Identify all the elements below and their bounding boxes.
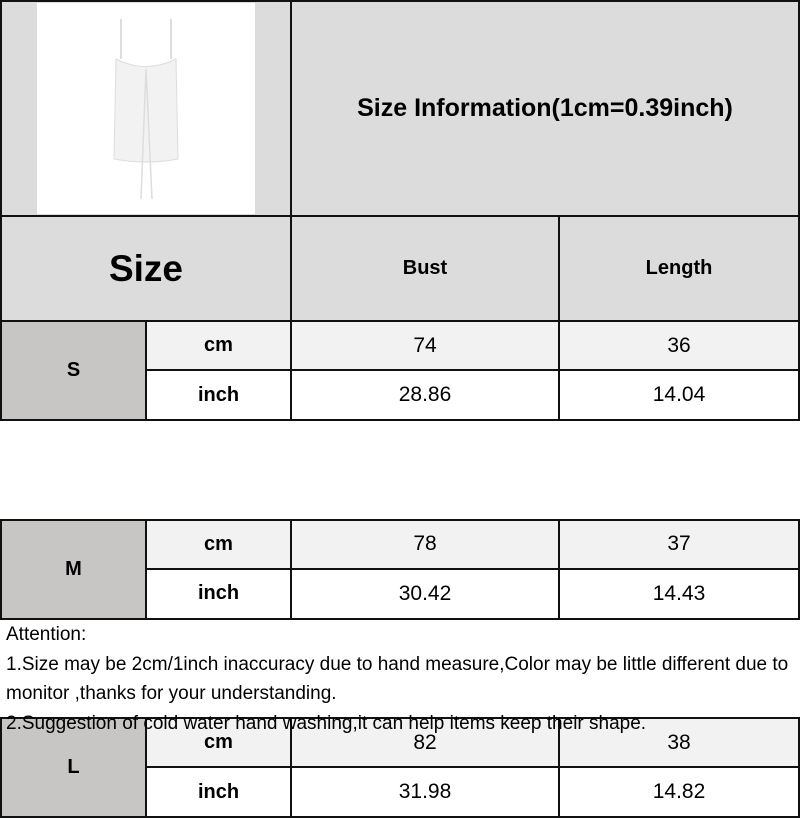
length-cm: 37 [558, 518, 800, 570]
bust-header: Bust [290, 215, 560, 322]
attention-notes: Attention: 1.Size may be 2cm/1inch inacc… [6, 620, 800, 738]
length-inch: 14.04 [558, 369, 800, 421]
note-1: 1.Size may be 2cm/1inch inaccuracy due t… [6, 653, 789, 705]
unit-inch: inch [145, 369, 292, 421]
bust-cm: 78 [290, 518, 560, 570]
size-label: S [0, 320, 147, 421]
size-header: Size [0, 215, 292, 322]
unit-cm: cm [145, 717, 292, 768]
length-cm: 36 [558, 320, 800, 371]
size-label: M [0, 518, 147, 620]
bust-inch: 30.42 [290, 567, 560, 620]
product-image [37, 3, 255, 214]
bust-inch: 31.98 [290, 766, 560, 818]
note-2: 2.Suggestion of cold water hand washing,… [6, 712, 647, 734]
product-image-cell [0, 0, 292, 217]
length-header: Length [558, 215, 800, 322]
length-inch: 14.82 [558, 766, 800, 818]
length-cm: 38 [558, 717, 800, 768]
notes-heading: Attention: [6, 624, 87, 645]
unit-inch: inch [145, 766, 292, 818]
unit-cm: cm [145, 320, 292, 371]
bust-inch: 28.86 [290, 369, 560, 421]
length-inch: 14.43 [558, 567, 800, 620]
unit-inch: inch [145, 567, 292, 620]
tank-top-image [113, 18, 179, 199]
unit-cm: cm [145, 518, 292, 570]
page-title: Size Information(1cm=0.39inch) [290, 0, 800, 217]
bust-cm: 74 [290, 320, 560, 371]
